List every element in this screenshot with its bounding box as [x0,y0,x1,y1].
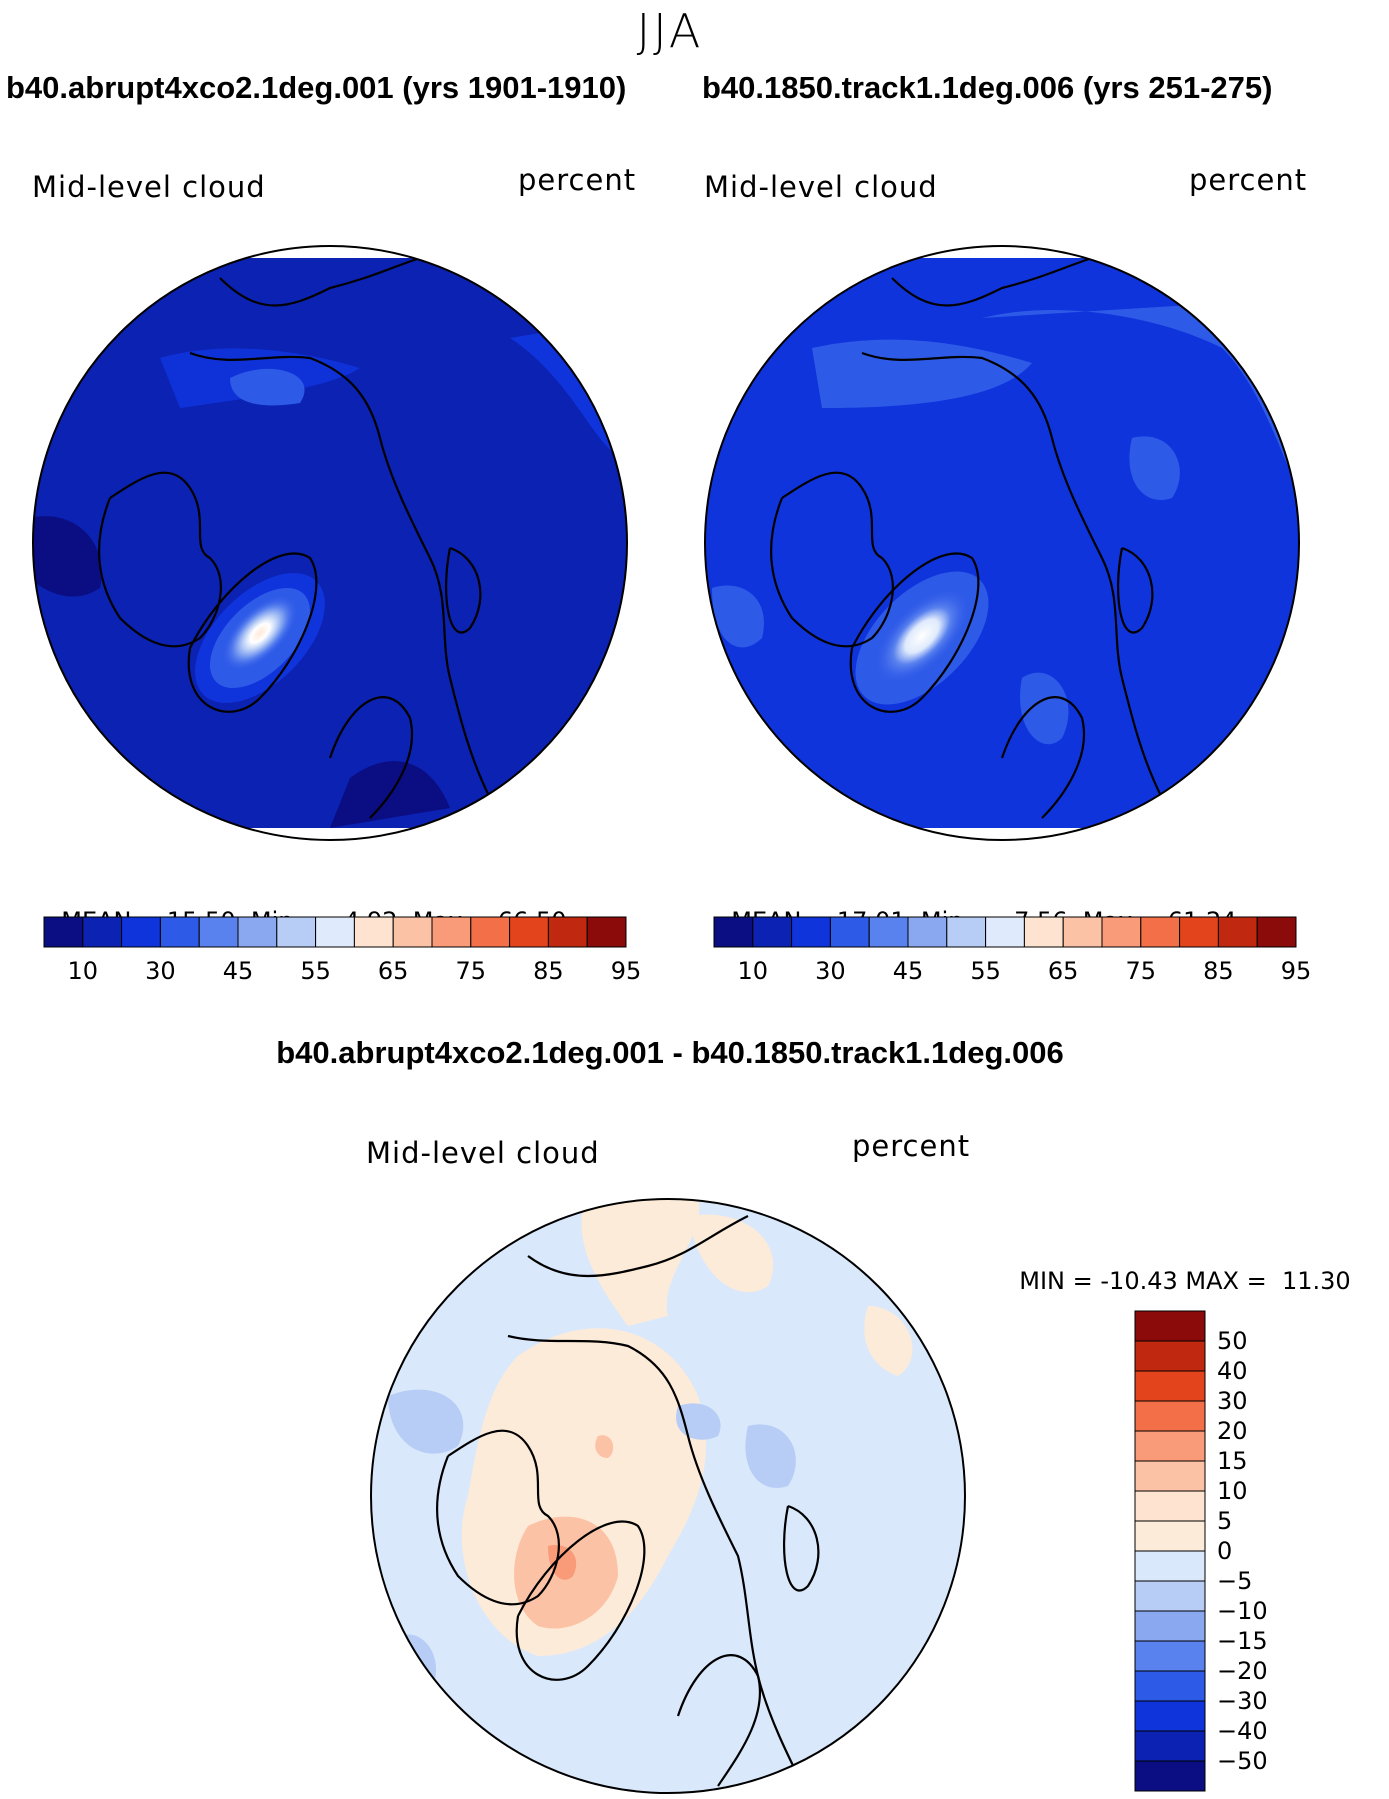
panel2-colorbar-swatch [1062,916,1103,948]
diff-colorbar-swatch [1134,1700,1206,1732]
panel2-colorbar-swatch [946,916,987,948]
diff-colorbar-swatch [1134,1370,1206,1402]
diff-polar-map [370,1198,966,1794]
diff-colorbar-swatch [1134,1340,1206,1372]
panel1-colorbar-tick-label: 95 [610,957,642,985]
panel2-colorbar-swatch [985,916,1025,948]
panel1-colorbar-swatch [509,916,549,948]
panel1-colorbar-tick-label: 85 [533,957,564,985]
panel1-colorbar-swatch [43,916,84,948]
diff-colorbar-swatch [1134,1640,1206,1672]
diff-max-label: MAX = [1185,1267,1267,1295]
panel2-colorbar-swatch [1179,916,1219,948]
diff-colorbar-tick-label: −30 [1217,1687,1268,1715]
panel2-colorbar-swatch [752,916,793,948]
panel1-colorbar-swatch [470,916,511,948]
panel1-colorbar-swatch [353,916,394,948]
diff-colorbar-tick-label: 30 [1217,1387,1248,1415]
diff-colorbar-swatch [1134,1670,1206,1702]
panel1-title: b40.abrupt4xco2.1deg.001 (yrs 1901-1910) [6,70,627,105]
panel1-colorbar-swatch [276,916,317,948]
panel2-colorbar-tick-label: 30 [815,957,846,985]
panel1-colorbar-swatch [431,916,472,948]
diff-colorbar-tick-label: −40 [1217,1717,1268,1745]
diff-colorbar-tick-label: −50 [1217,1747,1268,1775]
panel1-colorbar-tick-label: 10 [67,957,99,985]
panel1-polar-map [32,245,628,841]
panel2-colorbar-swatch [791,916,831,948]
panel1-colorbar-swatch [392,916,433,948]
panel2-variable-label: Mid-level cloud [704,170,938,204]
diff-colorbar-swatch [1134,1310,1206,1342]
diff-title: b40.abrupt4xco2.1deg.001 - b40.1850.trac… [276,1035,1064,1070]
panel2-colorbar-tick-label: 95 [1280,957,1312,985]
diff-colorbar-tick-label: −5 [1217,1567,1253,1595]
panel1-units-label: percent [518,163,637,197]
panel1-colorbar-swatch [315,916,355,948]
panel2-colorbar-tick-label: 55 [970,957,1001,985]
panel2-colorbar [713,916,1297,948]
panel1-colorbar-tick-label: 55 [300,957,331,985]
diff-colorbar-swatch [1134,1550,1206,1582]
panel1-colorbar-swatch [237,916,278,948]
panel1-colorbar-swatch [586,916,627,948]
panel2-colorbar-swatch [1101,916,1142,948]
panel2-colorbar-swatch [829,916,870,948]
diff-colorbar-swatch [1134,1520,1206,1552]
panel2-colorbar-tick-label: 65 [1047,957,1079,985]
panel2-colorbar-swatch [1217,916,1258,948]
diff-stats: MIN = -10.43 MAX = 11.30 [1004,1239,1351,1295]
diff-colorbar-tick-label: 40 [1217,1357,1248,1385]
panel1-colorbar-swatch [121,916,161,948]
panel2-colorbar-tick-label: 85 [1203,957,1234,985]
panel2-colorbar-swatch [1140,916,1181,948]
panel2-units-label: percent [1189,163,1308,197]
panel1-variable-label: Mid-level cloud [32,170,266,204]
diff-colorbar-swatch [1134,1730,1206,1762]
diff-min-value: -10.43 [1100,1267,1178,1295]
diff-colorbar-tick-label: 0 [1217,1537,1233,1565]
panel1-colorbar-swatch [198,916,239,948]
panel2-colorbar-swatch [713,916,754,948]
panel1-colorbar-tick-label: 30 [145,957,176,985]
diff-colorbar-tick-label: −10 [1217,1597,1268,1625]
panel2-colorbar-tick-label: 45 [892,957,924,985]
panel2-polar-map [704,245,1300,841]
panel2-colorbar-swatch [1023,916,1064,948]
diff-colorbar-swatch [1134,1610,1206,1642]
panel1-colorbar-swatch [82,916,123,948]
diff-colorbar-tick-label: 10 [1217,1477,1248,1505]
diff-colorbar-tick-label: −15 [1217,1627,1268,1655]
diff-variable-label: Mid-level cloud [366,1136,600,1170]
panel2-colorbar-tick-label: 75 [1125,957,1157,985]
diff-colorbar-tick-label: 20 [1217,1417,1248,1445]
diff-units-label: percent [852,1129,971,1163]
panel1-colorbar-swatch [159,916,200,948]
diff-max-value: 11.30 [1281,1267,1351,1295]
diff-colorbar [1134,1310,1206,1792]
diff-colorbar-swatch [1134,1580,1206,1612]
panel1-colorbar-tick-label: 75 [455,957,487,985]
panel2-colorbar-swatch [1256,916,1297,948]
season-title: JJA [636,4,704,58]
diff-colorbar-swatch [1134,1430,1206,1462]
diff-colorbar-tick-label: 15 [1217,1447,1248,1475]
diff-colorbar-swatch [1134,1490,1206,1522]
panel2-colorbar-tick-label: 10 [737,957,769,985]
panel1-colorbar-tick-label: 65 [377,957,409,985]
panel1-colorbar-swatch [547,916,588,948]
diff-colorbar-swatch [1134,1460,1206,1492]
panel1-colorbar-tick-label: 45 [222,957,254,985]
panel2-title: b40.1850.track1.1deg.006 (yrs 251-275) [702,70,1273,105]
panel2-colorbar-swatch [868,916,909,948]
diff-min-label: MIN = [1019,1267,1093,1295]
diff-colorbar-tick-label: 50 [1217,1327,1248,1355]
panel2-colorbar-swatch [907,916,948,948]
diff-colorbar-swatch [1134,1400,1206,1432]
diff-colorbar-swatch [1134,1760,1206,1792]
panel1-colorbar [43,916,627,948]
diff-colorbar-tick-label: −20 [1217,1657,1268,1685]
diff-colorbar-tick-label: 5 [1217,1507,1233,1535]
